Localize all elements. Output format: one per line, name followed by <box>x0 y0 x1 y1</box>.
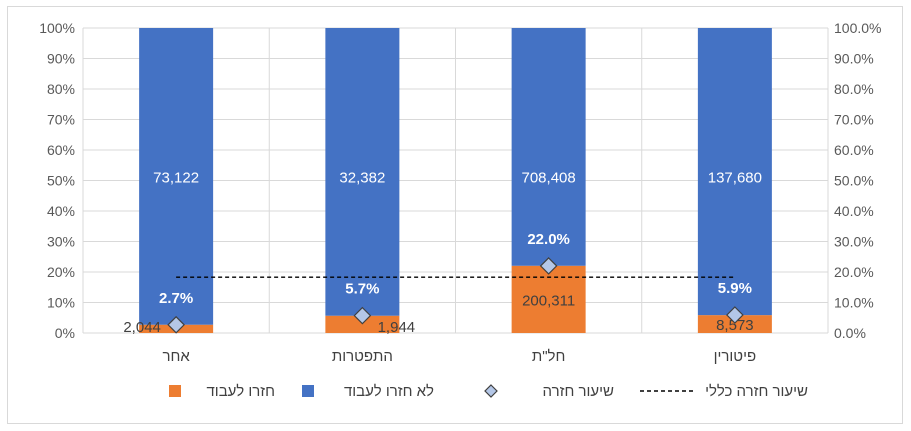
return-rate-marker <box>726 306 744 324</box>
bar-returned <box>697 315 772 333</box>
legend-swatch-not-returned <box>302 385 314 397</box>
legend-label-return-rate: שיעור חזרה <box>543 383 614 400</box>
legend-label-returned: חזרו לעבוד <box>206 383 275 400</box>
return-rate-label: 5.7% <box>345 281 379 298</box>
return-rate-label: 5.9% <box>718 280 752 297</box>
chart-frame: 0% 10% 20% 30% 40% 50% 60% 70% 80% 90% 100% 0.0% 10.… <box>7 6 903 424</box>
y-right-tick-label: 100.0% <box>834 20 881 36</box>
legend-swatch-returned <box>169 385 181 397</box>
y-left-tick-label: 50% <box>47 173 75 189</box>
y-left-tick-label: 30% <box>47 234 75 250</box>
data-label-not-returned: 137,680 <box>708 169 762 186</box>
return-rate-marker <box>539 257 558 275</box>
return-rate-label: 2.7% <box>159 290 193 307</box>
legend-diamond-swatch <box>484 384 498 398</box>
x-tick-label: פיטורין <box>714 348 757 365</box>
y-right-tick-label: 20.0% <box>834 264 874 280</box>
y-left-tick-label: 80% <box>47 81 75 97</box>
return-rate-marker <box>167 315 185 334</box>
data-label-returned: 8,573 <box>716 317 754 334</box>
y-left-tick-label: 0% <box>55 325 75 341</box>
x-tick-label: חל"ת <box>532 348 566 365</box>
y-left-tick-label: 70% <box>47 112 75 128</box>
y-right-tick-label: 50.0% <box>834 173 874 189</box>
data-label-not-returned: 73,122 <box>153 169 199 186</box>
x-tick-label: התפטרות <box>332 348 393 365</box>
data-label-returned: 2,044 <box>123 319 161 336</box>
x-tick-label: אחר <box>162 348 190 365</box>
data-label-returned: 200,311 <box>522 292 575 309</box>
y-right-tick-label: 40.0% <box>834 203 874 219</box>
y-right-tick-label: 30.0% <box>834 234 874 250</box>
y-right-tick-label: 90.0% <box>834 51 874 67</box>
y-left-tick-label: 90% <box>47 51 75 67</box>
y-left-tick-label: 10% <box>47 295 75 311</box>
data-label-not-returned: 708,408 <box>522 169 576 186</box>
y-right-tick-label: 0.0% <box>834 325 866 341</box>
bar-not-returned <box>511 28 586 266</box>
legend-label-not-returned: לא חזרו לעבוד <box>344 383 434 400</box>
legend-label-overall-rate: שיעור חזרה כללי <box>705 383 808 400</box>
data-label-not-returned: 32,382 <box>339 169 385 186</box>
y-right-tick-label: 70.0% <box>834 112 874 128</box>
return-rate-marker <box>353 306 372 325</box>
y-left-tick-label: 60% <box>47 142 75 158</box>
y-right-tick-label: 10.0% <box>834 295 874 311</box>
stacked-bar-chart: 0% 10% 20% 30% 40% 50% 60% 70% 80% 90% 100% 0.0% 10.… <box>39 20 881 400</box>
data-label-returned: 1,944 <box>378 319 416 336</box>
bar-not-returned <box>325 28 400 316</box>
bar-not-returned <box>697 28 772 316</box>
y-left-tick-label: 20% <box>47 264 75 280</box>
y-right-tick-label: 80.0% <box>834 81 874 97</box>
y-left-tick-label: 100% <box>39 20 75 36</box>
return-rate-label: 22.0% <box>527 231 570 248</box>
bar-not-returned <box>139 28 214 325</box>
y-right-tick-label: 60.0% <box>834 142 874 158</box>
y-left-tick-label: 40% <box>47 203 75 219</box>
